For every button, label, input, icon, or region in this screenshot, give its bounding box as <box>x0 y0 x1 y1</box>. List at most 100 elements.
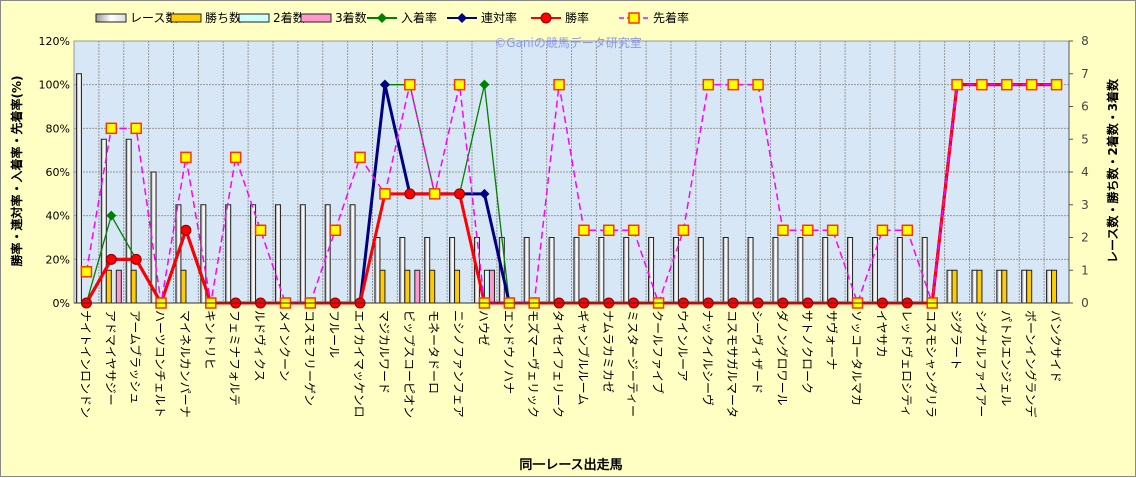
bar-レース数 <box>250 204 257 304</box>
marker-先着率 <box>727 78 739 91</box>
bar-勝ち数 <box>180 269 187 304</box>
bar-レース数 <box>797 237 804 304</box>
legend-item: 先着率 <box>619 10 689 25</box>
marker-先着率 <box>379 188 391 200</box>
bar-レース数 <box>996 269 1003 304</box>
bar-レース数 <box>722 237 729 304</box>
bar-勝ち数 <box>454 269 461 304</box>
x-tick-label: パトルエンジェル <box>999 310 1013 406</box>
x-tick-label: エイカイマッケンロ <box>352 310 366 418</box>
legend-item: 連対率 <box>447 10 517 25</box>
marker-先着率 <box>752 78 764 91</box>
x-tick-label: ナムラカミカゼ <box>601 310 615 393</box>
x-tick-label: モネータドーロ <box>427 310 441 394</box>
marker-先着率 <box>229 151 242 164</box>
x-tick-label: コスモシャングリラ <box>924 310 938 418</box>
marker-先着率 <box>404 78 416 91</box>
marker-先着率 <box>130 122 142 135</box>
x-tick-label: ボーンイングランデ <box>1024 310 1039 417</box>
bar-勝ち数 <box>130 269 137 304</box>
marker-先着率 <box>802 224 814 237</box>
marker-先着率 <box>354 151 366 164</box>
bar-勝ち数 <box>976 269 983 304</box>
marker-入着率 <box>377 13 387 23</box>
marker-入着率 <box>479 79 490 90</box>
x-tick-label: ニシノファンフェア <box>452 310 466 418</box>
bar-レース数 <box>946 269 953 304</box>
bar-レース数 <box>225 204 232 304</box>
bar-3着数 <box>414 269 421 304</box>
marker-勝率 <box>105 253 117 265</box>
legend-item: 入着率 <box>367 10 437 25</box>
x-tick-label: シグナルファイアー <box>974 310 988 417</box>
bar-勝ち数 <box>1001 269 1008 304</box>
y-right-tick-label: 5 <box>1081 132 1089 146</box>
marker-先着率 <box>777 224 789 237</box>
y-left-tick-label: 20% <box>46 253 70 266</box>
x-tick-label: クールファイブ <box>651 310 666 394</box>
x-tick-label: アームブラッシュ <box>128 310 143 404</box>
bar-レース数 <box>573 237 580 304</box>
x-tick-label: ナイトインロンドン <box>78 310 92 418</box>
x-tick-label: ナックイルシーヴ <box>700 310 715 406</box>
marker-先着率 <box>180 151 192 164</box>
marker-先着率 <box>1001 78 1013 91</box>
x-tick-label: ギャンブルルーム <box>576 310 591 405</box>
bar-レース数 <box>847 237 854 304</box>
marker-先着率 <box>329 224 341 237</box>
bar-レース数 <box>324 204 331 304</box>
legend-swatch <box>95 13 127 23</box>
marker-先着率 <box>105 122 118 135</box>
bar-レース数 <box>424 237 431 304</box>
y-right-tick-label: 3 <box>1081 198 1089 212</box>
x-tick-label: メインクーン <box>277 310 291 381</box>
bar-レース数 <box>598 237 605 304</box>
bar-レース数 <box>548 237 555 304</box>
legend-label: 勝率 <box>565 10 589 25</box>
marker-先着率 <box>1050 78 1063 91</box>
y-left-tick-label: 120% <box>39 35 70 48</box>
marker-連対率 <box>457 13 467 23</box>
y-left-tick-label: 80% <box>46 122 70 135</box>
bar-勝ち数 <box>379 269 386 304</box>
legend-item: 勝率 <box>531 10 589 25</box>
marker-入着率 <box>106 210 117 221</box>
marker-勝率 <box>404 188 416 200</box>
marker-連対率 <box>479 188 490 199</box>
legend-swatch <box>170 13 202 23</box>
x-tick-label: ウインルーア <box>675 310 689 382</box>
x-tick-label: ミスタージーティー <box>626 310 640 417</box>
bar-レース数 <box>971 269 978 304</box>
x-tick-label: ルドヴィクス <box>253 310 268 382</box>
bar-3着数 <box>115 269 122 304</box>
x-tick-label: ダノングロワール <box>775 310 790 406</box>
x-tick-label: レッドヴェロシティ <box>899 310 914 417</box>
bar-勝ち数 <box>429 269 436 304</box>
bar-勝ち数 <box>105 269 112 304</box>
bar-レース数 <box>921 237 928 304</box>
legend-label: 入着率 <box>401 10 437 25</box>
legend-swatch <box>300 13 332 23</box>
gridlines <box>73 40 1070 304</box>
x-tick-label: フルール <box>327 310 341 358</box>
bar-勝ち数 <box>1026 269 1033 304</box>
legend-label: レース数 <box>130 10 177 25</box>
marker-先着率 <box>578 224 590 237</box>
x-tick-label: サヴォーナ <box>825 310 840 370</box>
x-tick-label: フェミナフォルテ <box>228 310 242 406</box>
marker-勝率 <box>454 188 466 200</box>
legend-swatch <box>238 13 270 23</box>
legend-label: 2着数 <box>273 10 305 25</box>
legend: レース数 勝ち数 2着数 3着数 入着率 連対率 勝率 先着率 <box>95 10 689 25</box>
x-tick-label: シーヴィザード <box>750 310 765 394</box>
y-left-tick-label: 0% <box>53 297 70 310</box>
bar-レース数 <box>449 237 456 304</box>
marker-先着率 <box>254 224 267 237</box>
bar-レース数 <box>1046 269 1053 304</box>
bar-勝ち数 <box>951 269 958 304</box>
x-tick-label: ソッコータルマカ <box>850 310 864 406</box>
x-tick-label: イヤサカ <box>874 310 888 358</box>
marker-先着率 <box>627 224 640 237</box>
